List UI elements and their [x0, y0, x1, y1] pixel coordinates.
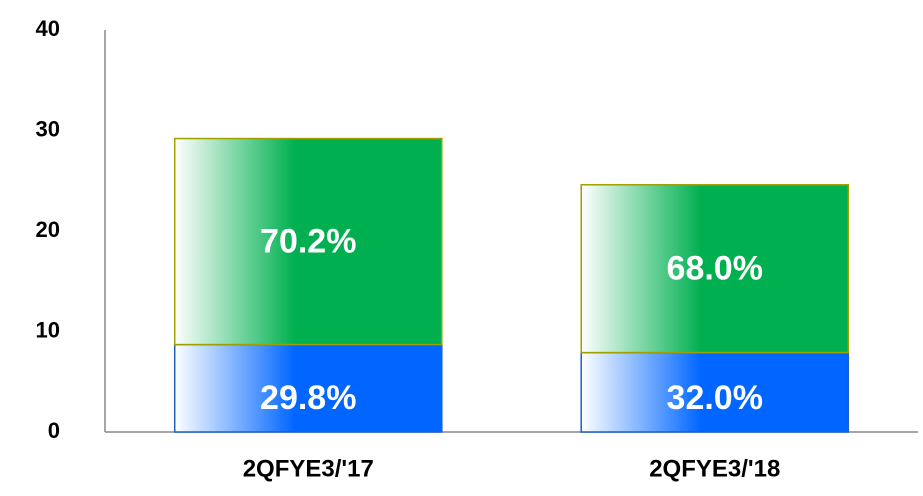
bar-segment	[173, 343, 443, 433]
x-tick-label: 2QFYE3/'17	[243, 455, 374, 482]
y-tick-label: 10	[36, 317, 60, 342]
y-tick-label: 20	[36, 217, 60, 242]
data-label: 29.8%	[260, 379, 356, 417]
y-tick-label: 40	[36, 16, 60, 41]
bar-segment	[173, 137, 443, 346]
bar-segment	[580, 351, 850, 433]
y-tick-label: 0	[48, 418, 60, 443]
y-tick-label: 30	[36, 116, 60, 141]
x-tick-label: 2QFYE3/'18	[649, 455, 780, 482]
data-label: 68.0%	[667, 250, 763, 288]
data-label: 70.2%	[260, 223, 356, 261]
data-label: 32.0%	[667, 379, 763, 417]
bar-segment	[580, 184, 850, 354]
